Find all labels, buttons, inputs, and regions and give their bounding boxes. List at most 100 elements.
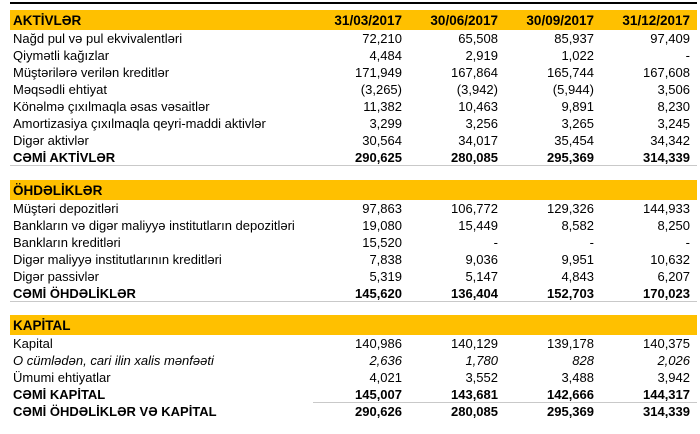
row-value: 2,636 <box>369 353 402 368</box>
row-label: Nağd pul və pul ekvivalentləri <box>13 31 183 46</box>
row-label: Digər passivlər <box>13 269 99 284</box>
table-row: Məqsədli ehtiyat (3,265) (3,942) (5,944)… <box>10 81 697 98</box>
row-value: 129,326 <box>547 201 594 216</box>
row-value: 34,017 <box>458 133 498 148</box>
row-value: 1,022 <box>561 48 594 63</box>
table-row: Nağd pul və pul ekvivalentləri 72,210 65… <box>10 30 697 47</box>
row-value: 139,178 <box>547 336 594 351</box>
row-value: 3,265 <box>561 116 594 131</box>
total-value: 314,339 <box>643 149 690 165</box>
column-header-date: 30/06/2017 <box>430 12 498 28</box>
total-value: 142,666 <box>505 387 601 403</box>
total-row-liabilities: CƏMİ ÖHDƏLİKLƏR 145,620 136,404 152,703 … <box>10 285 697 302</box>
section-gap <box>10 166 697 180</box>
row-value: 6,207 <box>657 269 690 284</box>
row-value: 8,230 <box>657 99 690 114</box>
row-label: O cümlədən, cari ilin xalis mənfəəti <box>13 353 214 368</box>
section-header-assets: AKTİVLƏR 31/03/2017 30/06/2017 30/09/201… <box>10 10 697 30</box>
row-value: 97,863 <box>362 201 402 216</box>
total-value: 280,085 <box>451 149 498 165</box>
row-value: (5,944) <box>552 82 594 97</box>
row-label: Digər maliyyə institutlarının kreditləri <box>13 252 222 267</box>
row-label: Bankların kreditləri <box>13 235 121 250</box>
table-row: Qiymətli kağızlar 4,484 2,919 1,022 - <box>10 47 697 64</box>
row-value: 1,780 <box>465 353 498 368</box>
row-value: 65,508 <box>458 31 498 46</box>
row-value: 4,021 <box>369 370 402 385</box>
total-row-capital: CƏMİ KAPİTAL 145,007 143,681 142,666 144… <box>10 386 697 403</box>
top-border-rule <box>10 2 697 4</box>
row-value: 2,919 <box>465 48 498 63</box>
row-label: Müştərilərə verilən kreditlər <box>13 65 170 80</box>
table-row: Digər maliyyə institutlarının kreditləri… <box>10 251 697 268</box>
row-value: 828 <box>572 353 594 368</box>
table-row: Müştərilərə verilən kreditlər 171,949 16… <box>10 64 697 81</box>
table-row: Kapital 140,986 140,129 139,178 140,375 <box>10 335 697 352</box>
grand-total-label: CƏMİ ÖHDƏLİKLƏR VƏ KAPİTAL <box>13 404 217 419</box>
row-value: 5,319 <box>369 269 402 284</box>
row-value: 15,449 <box>458 218 498 233</box>
total-value: 144,317 <box>601 387 697 403</box>
row-value: 3,299 <box>369 116 402 131</box>
row-value: (3,942) <box>456 82 498 97</box>
column-header-date: 31/12/2017 <box>622 12 690 28</box>
row-value: 34,342 <box>650 133 690 148</box>
row-label: Bankların və digər maliyyə institutların… <box>13 218 295 233</box>
table-row: Amortizasiya çıxılmaqla qeyri-maddi akti… <box>10 115 697 132</box>
total-row-assets: CƏMİ AKTİVLƏR 290,625 280,085 295,369 31… <box>10 149 697 166</box>
row-value: 140,375 <box>643 336 690 351</box>
row-value: 140,129 <box>451 336 498 351</box>
row-value: 8,250 <box>657 218 690 233</box>
table-row: Ümumi ehtiyatlar 4,021 3,552 3,488 3,942 <box>10 369 697 386</box>
column-header-date: 31/03/2017 <box>334 12 402 28</box>
row-value: 3,942 <box>657 370 690 385</box>
table-row: Bankların kreditləri 15,520 - - - <box>10 234 697 251</box>
row-value: 11,382 <box>363 99 402 114</box>
total-value: 136,404 <box>451 285 498 301</box>
section-header-capital: KAPİTAL <box>10 315 697 335</box>
row-value: 15,520 <box>362 235 402 250</box>
grand-total-value: 290,626 <box>355 404 402 419</box>
row-value: 10,632 <box>650 252 690 267</box>
row-label: Amortizasiya çıxılmaqla qeyri-maddi akti… <box>13 116 266 131</box>
row-value: 97,409 <box>650 31 690 46</box>
row-value: 10,463 <box>458 99 498 114</box>
row-value: - <box>685 48 690 63</box>
row-value: - <box>493 235 498 250</box>
section-title: AKTİVLƏR <box>13 12 82 28</box>
row-value: 140,986 <box>355 336 402 351</box>
total-label: CƏMİ ÖHDƏLİKLƏR <box>13 285 136 301</box>
row-value: 85,937 <box>554 31 594 46</box>
section-header-liabilities: ÖHDƏLİKLƏR <box>10 180 697 200</box>
row-label: Könəlmə çıxılmaqla əsas vəsaitlər <box>13 99 210 114</box>
row-value: 3,256 <box>465 116 498 131</box>
row-value: 8,582 <box>561 218 594 233</box>
row-value: 167,864 <box>451 65 498 80</box>
row-value: 7,838 <box>369 252 402 267</box>
row-value: 4,843 <box>561 269 594 284</box>
row-value: 106,772 <box>451 201 498 216</box>
total-value: 290,625 <box>355 149 402 165</box>
grand-total-value: 295,369 <box>547 404 594 419</box>
row-value: 5,147 <box>465 269 498 284</box>
total-value: 143,681 <box>409 387 505 403</box>
row-value: 167,608 <box>643 65 690 80</box>
table-row: Digər passivlər 5,319 5,147 4,843 6,207 <box>10 268 697 285</box>
row-value: 144,933 <box>643 201 690 216</box>
row-label: Müştəri depozitləri <box>13 201 119 216</box>
total-value: 170,023 <box>643 285 690 301</box>
row-value: - <box>685 235 690 250</box>
row-value: 9,036 <box>465 252 498 267</box>
row-label: Məqsədli ehtiyat <box>13 82 107 97</box>
grand-total-row: CƏMİ ÖHDƏLİKLƏR VƏ KAPİTAL 290,626 280,0… <box>10 403 697 420</box>
row-value: 30,564 <box>362 133 402 148</box>
row-value: 171,949 <box>355 65 402 80</box>
row-value: 165,744 <box>547 65 594 80</box>
row-value: 72,210 <box>362 31 402 46</box>
column-header-date: 30/09/2017 <box>526 12 594 28</box>
row-value: 19,080 <box>362 218 402 233</box>
row-label: Kapital <box>13 336 53 351</box>
row-value: 4,484 <box>369 48 402 63</box>
row-value: 9,891 <box>561 99 594 114</box>
total-value: 295,369 <box>547 149 594 165</box>
